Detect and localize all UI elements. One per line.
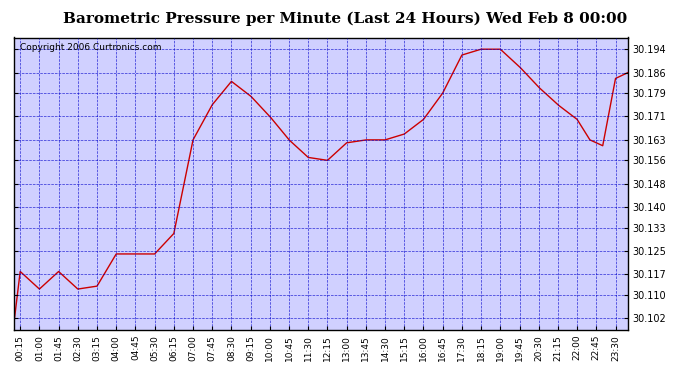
Text: Barometric Pressure per Minute (Last 24 Hours) Wed Feb 8 00:00: Barometric Pressure per Minute (Last 24 … (63, 11, 627, 26)
Text: Copyright 2006 Curtronics.com: Copyright 2006 Curtronics.com (20, 44, 161, 52)
